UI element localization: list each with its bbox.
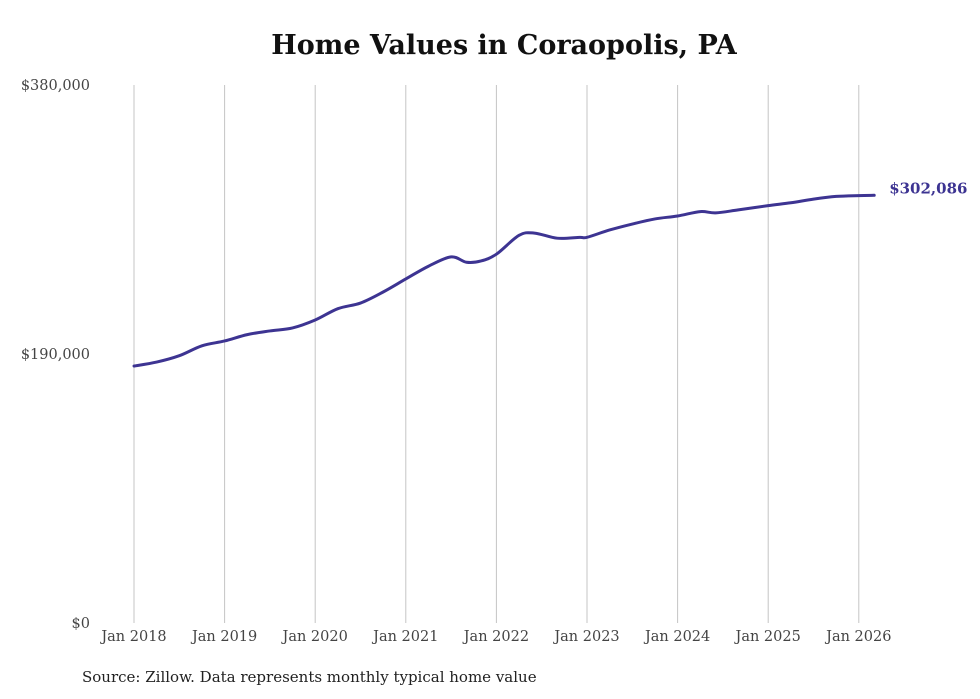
series-line bbox=[132, 193, 876, 368]
x-tick-label: Jan 2019 bbox=[190, 629, 257, 645]
end-value-label: $302,086 bbox=[889, 179, 967, 197]
x-tick-label: Jan 2021 bbox=[371, 629, 438, 645]
x-tick-label: Jan 2018 bbox=[99, 629, 166, 645]
x-tick-label: Jan 2025 bbox=[734, 629, 801, 645]
chart-title: Home Values in Coraopolis, PA bbox=[271, 30, 737, 61]
x-tick-label: Jan 2026 bbox=[824, 629, 891, 645]
source-note: Source: Zillow. Data represents monthly … bbox=[82, 668, 537, 686]
series-layer: $302,086 bbox=[132, 179, 967, 368]
y-tick-label: $190,000 bbox=[21, 347, 90, 363]
gridlines bbox=[133, 85, 860, 623]
x-axis-ticks: Jan 2018 Jan 2019 Jan 2020 Jan 2021 Jan 2022… bbox=[99, 629, 891, 645]
x-tick-label: Jan 2020 bbox=[281, 629, 348, 645]
y-tick-label: $0 bbox=[72, 616, 90, 632]
x-tick-label: Jan 2022 bbox=[462, 629, 529, 645]
y-tick-label: $380,000 bbox=[21, 78, 90, 94]
y-axis-ticks: $0 $190,000 $380,000 bbox=[21, 78, 90, 632]
x-tick-label: Jan 2024 bbox=[643, 629, 710, 645]
x-tick-label: Jan 2023 bbox=[552, 629, 619, 645]
